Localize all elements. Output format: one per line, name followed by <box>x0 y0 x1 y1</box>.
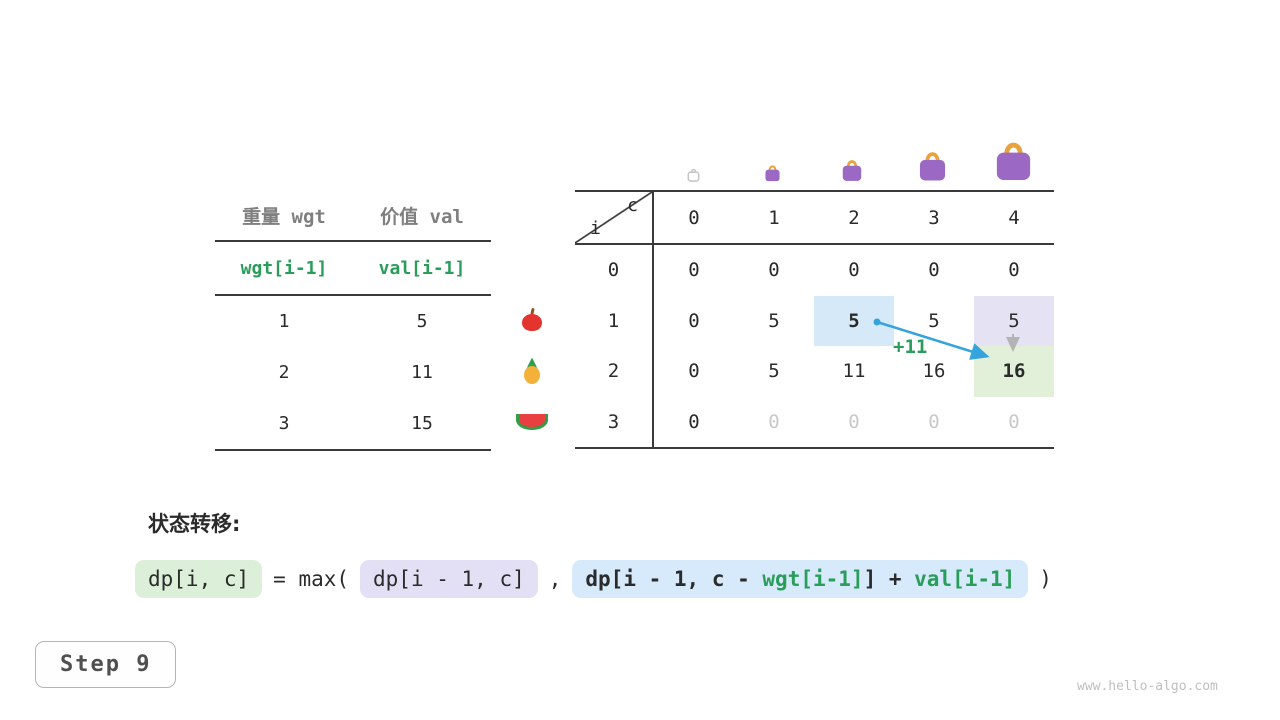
formula-comma: , <box>548 567 562 591</box>
dp-cell: 5 <box>768 360 780 383</box>
dp-cell: 0 <box>1008 410 1020 433</box>
bag-icon-xs <box>765 165 780 182</box>
item-weight: 3 <box>278 413 290 434</box>
item-row: 2 11 <box>215 347 491 398</box>
step-button[interactable]: Step 9 <box>35 641 177 688</box>
dp-cell: 11 <box>842 360 866 383</box>
formula-take-option: dp[i - 1, c - wgt[i-1]] + val[i-1] <box>572 560 1029 598</box>
bag-icon-empty <box>687 168 700 182</box>
watermark: www.hello-algo.com <box>1077 679 1218 694</box>
bag-icon-md <box>919 152 946 181</box>
item-table: 重量 wgt 价值 val wgt[i-1] val[i-1] 1 5 2 11… <box>215 190 491 451</box>
take-option-dp-part: dp[i - 1, c - <box>585 567 763 591</box>
state-transition-formula: dp[i, c] = max( dp[i - 1, c] , dp[i - 1,… <box>135 560 1052 598</box>
item-value: 5 <box>416 311 428 332</box>
pineapple-icon <box>524 358 540 384</box>
formula-close-paren: ) <box>1039 567 1052 591</box>
dp-cell: 0 <box>688 360 700 383</box>
dp-row-header: 3 <box>575 396 654 447</box>
dp-cell: 0 <box>688 259 700 282</box>
bag-icon-lg <box>996 142 1031 181</box>
val-index-label: val[i-1] <box>378 257 466 279</box>
dp-cell: 0 <box>1008 259 1020 282</box>
item-value: 11 <box>411 362 433 383</box>
item-weight: 2 <box>278 362 290 383</box>
dp-col-header: 4 <box>974 192 1054 245</box>
formula-title: 状态转移: <box>148 512 241 536</box>
wgt-index-label: wgt[i-1] <box>240 257 328 279</box>
dp-cell-source-take: 5 <box>814 295 894 346</box>
dp-cell-source-skip: 5 <box>974 295 1054 346</box>
take-option-plus-part: ] + <box>863 567 915 591</box>
dp-cell: 0 <box>688 410 700 433</box>
apple-icon <box>522 308 542 331</box>
dp-col-header: 2 <box>814 192 894 245</box>
item-table-header: 重量 wgt 价值 val <box>215 190 491 242</box>
take-option-val-part: val[i-1] <box>914 567 1016 591</box>
dp-col-header: 3 <box>894 192 974 245</box>
item-row: 3 15 <box>215 398 491 449</box>
dp-cell-current: 16 <box>974 346 1054 397</box>
dp-cell: 5 <box>928 309 940 332</box>
dp-table: c i 0 1 2 3 4 0 0 0 0 0 0 1 0 5 5 5 5 2 … <box>575 190 1054 449</box>
dp-cell: 0 <box>848 259 860 282</box>
dp-cell: 0 <box>688 309 700 332</box>
bag-icon-sm <box>842 160 862 181</box>
item-table-index-row: wgt[i-1] val[i-1] <box>215 242 491 296</box>
dp-col-header: 0 <box>654 192 734 245</box>
dp-row-header: 0 <box>575 245 654 296</box>
dp-cell: 0 <box>768 410 780 433</box>
formula-equals-max: = max( <box>273 567 350 591</box>
dp-cell: 0 <box>768 259 780 282</box>
dp-cell: 0 <box>928 259 940 282</box>
item-value: 15 <box>411 413 433 434</box>
formula-skip-option: dp[i - 1, c] <box>360 560 538 598</box>
dp-cell: 0 <box>928 410 940 433</box>
item-variable-label: i <box>590 218 601 239</box>
transfer-value-label: +11 <box>893 336 928 358</box>
weight-column-header: 重量 wgt <box>242 205 326 228</box>
formula-lhs: dp[i, c] <box>135 560 263 598</box>
item-row: 1 5 <box>215 296 491 347</box>
value-column-header: 价值 val <box>380 205 464 228</box>
dp-row-header: 2 <box>575 346 654 397</box>
capacity-variable-label: c <box>627 195 638 216</box>
watermelon-icon <box>516 413 548 430</box>
dp-cell: 16 <box>922 360 946 383</box>
dp-cell: 5 <box>768 309 780 332</box>
item-icons <box>515 294 549 447</box>
item-weight: 1 <box>278 311 290 332</box>
dp-cell: 0 <box>848 410 860 433</box>
take-option-wgt-part: wgt[i-1] <box>762 567 864 591</box>
dp-corner-cell: c i <box>575 192 654 245</box>
dp-col-header: 1 <box>734 192 814 245</box>
dp-row-header: 1 <box>575 295 654 346</box>
